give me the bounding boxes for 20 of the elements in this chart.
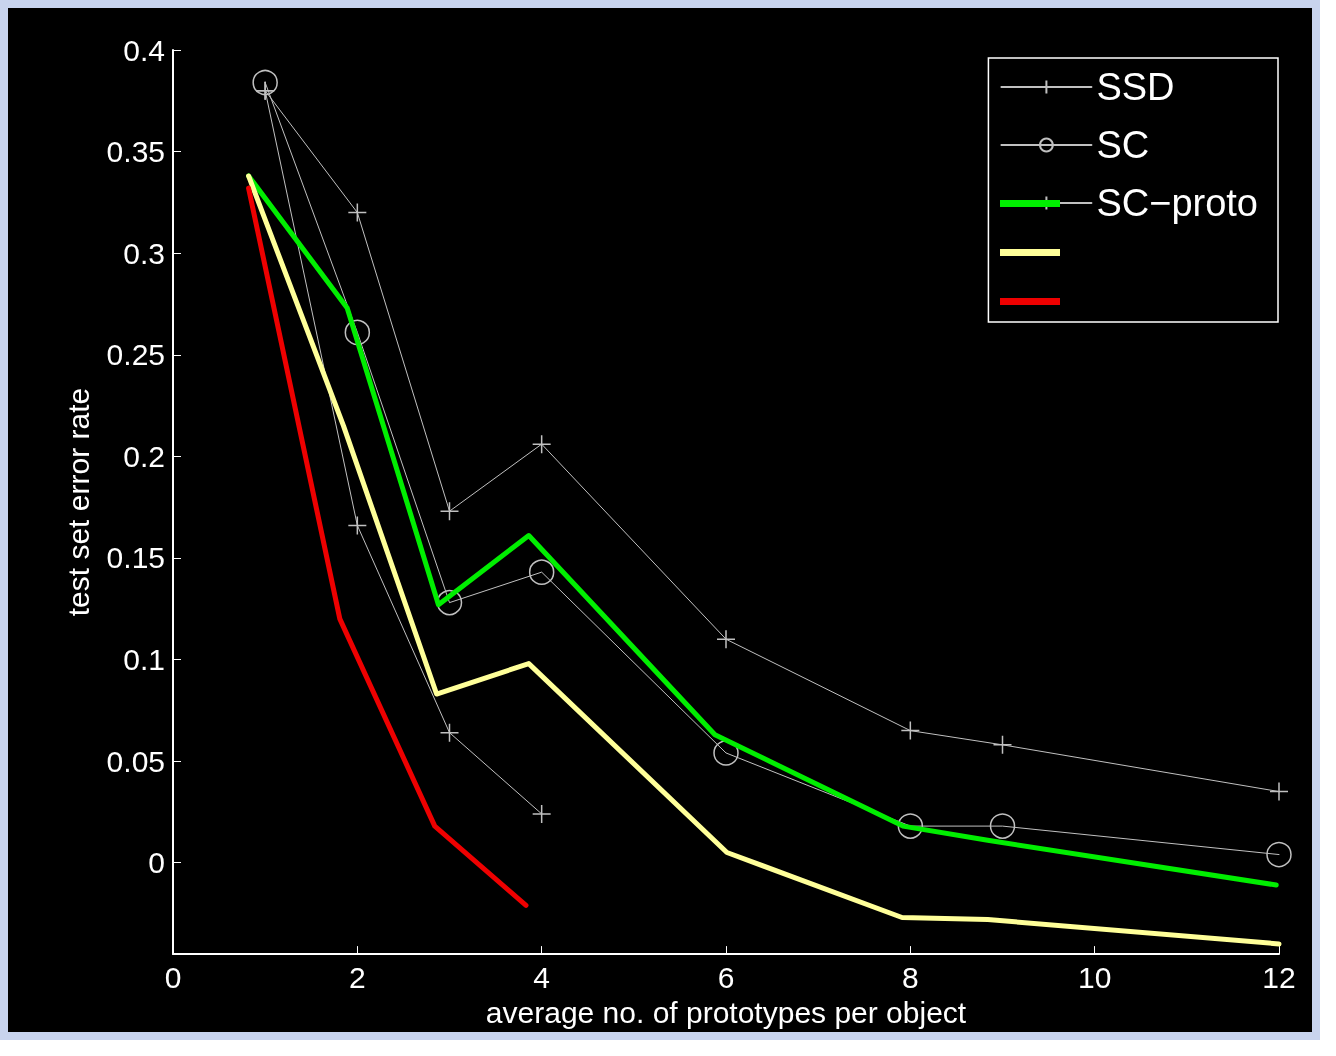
y-tick-label: 0 — [148, 846, 165, 880]
y-tick-label: 0.05 — [106, 744, 165, 778]
legend-label: SSD — [1096, 66, 1175, 108]
x-tick-label: 8 — [901, 960, 919, 994]
x-tick-label: 6 — [717, 960, 735, 994]
y-axis-title: test set error rate — [61, 387, 95, 617]
y-tick-label: 0.2 — [123, 439, 165, 473]
x-tick-label: 12 — [1262, 960, 1296, 994]
x-tick-label: 2 — [348, 960, 366, 994]
legend-label: SC−proto — [1096, 182, 1258, 224]
y-tick-label: 0.4 — [123, 33, 165, 67]
legend-label: SC — [1096, 124, 1150, 166]
y-tick-label: 0.25 — [106, 338, 165, 372]
x-tick-label: 4 — [533, 960, 551, 994]
x-tick-label: 10 — [1077, 960, 1112, 994]
y-tick-label: 0.15 — [106, 541, 165, 575]
y-tick-label: 0.35 — [106, 135, 165, 169]
y-tick-label: 0.1 — [123, 643, 165, 677]
y-tick-label: 0.3 — [123, 236, 165, 270]
x-axis-title: average no. of prototypes per object — [485, 995, 967, 1029]
